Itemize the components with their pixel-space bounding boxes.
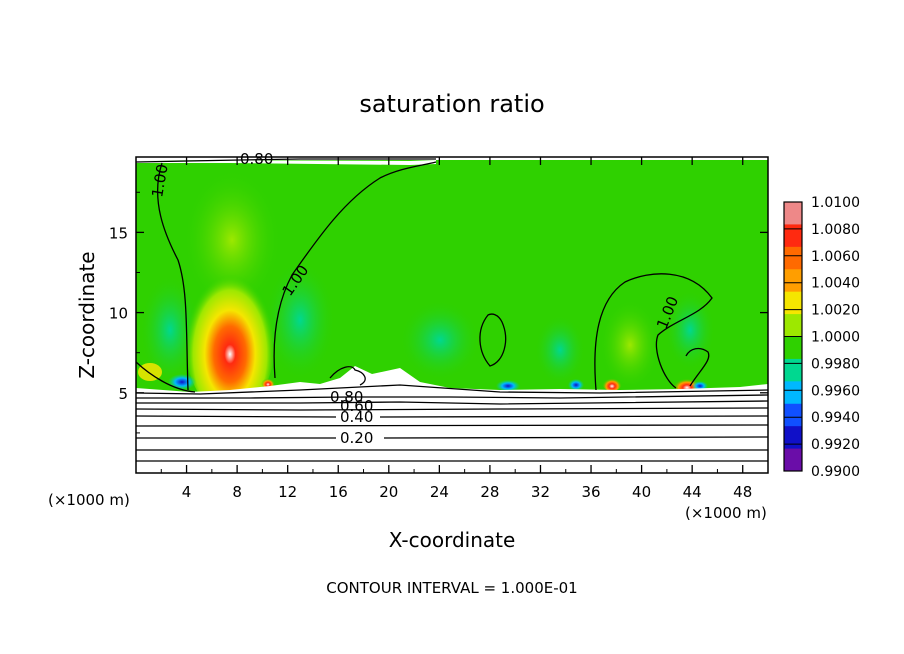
colorbar-swatch	[784, 336, 802, 360]
colorbar-label: 0.9940	[811, 410, 860, 426]
contour-label: 0.80	[330, 388, 363, 406]
colorbar-swatch	[784, 291, 802, 315]
heatmap-field	[136, 157, 768, 473]
x-tick-label: 44	[683, 483, 702, 501]
x-tick-label: 12	[278, 483, 297, 501]
colorbar-swatch	[784, 381, 802, 405]
field-top-strip	[136, 157, 768, 160]
colorbar-swatch	[784, 202, 802, 225]
field-blob	[600, 300, 660, 390]
field-blob	[665, 290, 715, 370]
field-blob	[138, 363, 162, 381]
colorbar-label: 1.0000	[811, 330, 860, 346]
contour-lines	[136, 158, 768, 462]
field-blob	[265, 260, 335, 380]
colorbar-swatch	[784, 224, 802, 248]
x-axis: 4 8 12 16 20 24 28 32 36 40 44 48	[160, 157, 752, 501]
x-axis-label: X-coordinate	[389, 528, 516, 552]
contour-line	[685, 347, 710, 387]
x-tick-label: 20	[379, 483, 398, 501]
x-tick-label: 32	[531, 483, 550, 501]
contour-line	[594, 273, 713, 391]
colorbar-label: 1.0060	[811, 249, 860, 265]
colorbar-label: 1.0040	[811, 276, 860, 292]
contour-line	[136, 436, 768, 439]
x-tick-label: 8	[232, 483, 242, 501]
contour-label: 0.40	[340, 408, 373, 426]
colorbar-label: 1.0080	[811, 222, 860, 238]
x-tick-label: 48	[733, 483, 752, 501]
field-blob	[568, 379, 584, 391]
y-tick-label: 5	[118, 385, 128, 403]
x-tick-label: 36	[581, 483, 600, 501]
y-tick-label: 15	[109, 224, 128, 242]
y-axis-label: Z-coordinate	[75, 251, 99, 378]
x-tick-label: 4	[182, 483, 192, 501]
contour-line	[136, 424, 768, 427]
colorbar-label: 1.0100	[811, 195, 860, 211]
contour-line	[156, 162, 189, 391]
colorbar-label: 0.9920	[811, 437, 860, 453]
field-blob	[184, 255, 276, 415]
y-axis: 5 10 15	[109, 191, 768, 434]
contour-label: 1.00	[148, 163, 172, 199]
colorbar-swatch	[784, 448, 802, 472]
contour-line	[136, 415, 768, 418]
field-blob	[496, 380, 520, 392]
colorbar-swatch	[784, 403, 802, 427]
contour-label: 0.20	[340, 429, 373, 447]
x-tick-label: 28	[480, 483, 499, 501]
x-tick-label: 16	[329, 483, 348, 501]
contour-line	[136, 400, 768, 405]
contour-line	[479, 313, 507, 367]
chart-title: saturation ratio	[359, 90, 544, 118]
field-blob	[602, 375, 622, 391]
colorbar-label: 0.9900	[811, 464, 860, 480]
contour-line	[136, 394, 768, 399]
colorbar-label: 0.9960	[811, 383, 860, 399]
x-unit-left: (×1000 m)	[48, 491, 130, 509]
contour-line	[136, 384, 768, 395]
contour-line	[136, 158, 436, 163]
colorbar-swatch	[784, 426, 802, 450]
colorbar-swatch	[784, 314, 802, 337]
y-tick-label: 10	[109, 305, 128, 323]
field-blob	[535, 315, 585, 385]
x-tick-label: 24	[430, 483, 449, 501]
colorbar-swatch	[784, 358, 802, 382]
colorbar-swatch	[784, 269, 802, 293]
colorbar-label: 1.0020	[811, 303, 860, 319]
contour-line	[273, 161, 437, 379]
colorbar: 1.0100 1.0080 1.0060 1.0040 1.0020 1.0000 0.99…	[783, 195, 860, 480]
contour-label: 0.80	[240, 150, 273, 168]
x-unit-right: (×1000 m)	[685, 504, 767, 522]
plot-frame	[135, 156, 769, 474]
colorbar-swatch	[784, 246, 802, 270]
field-top-strip	[136, 160, 436, 165]
field-blob	[261, 376, 275, 388]
contour-interval-note: CONTOUR INTERVAL = 1.000E-01	[326, 579, 577, 597]
x-tick-label: 40	[632, 483, 651, 501]
contour-line	[136, 361, 196, 393]
contour-label: 0.60	[340, 397, 373, 415]
field-blob	[400, 300, 480, 380]
contour-line	[329, 366, 366, 386]
field-blob	[168, 374, 196, 390]
colorbar-label: 0.9980	[811, 356, 860, 372]
contour-line	[136, 407, 768, 411]
